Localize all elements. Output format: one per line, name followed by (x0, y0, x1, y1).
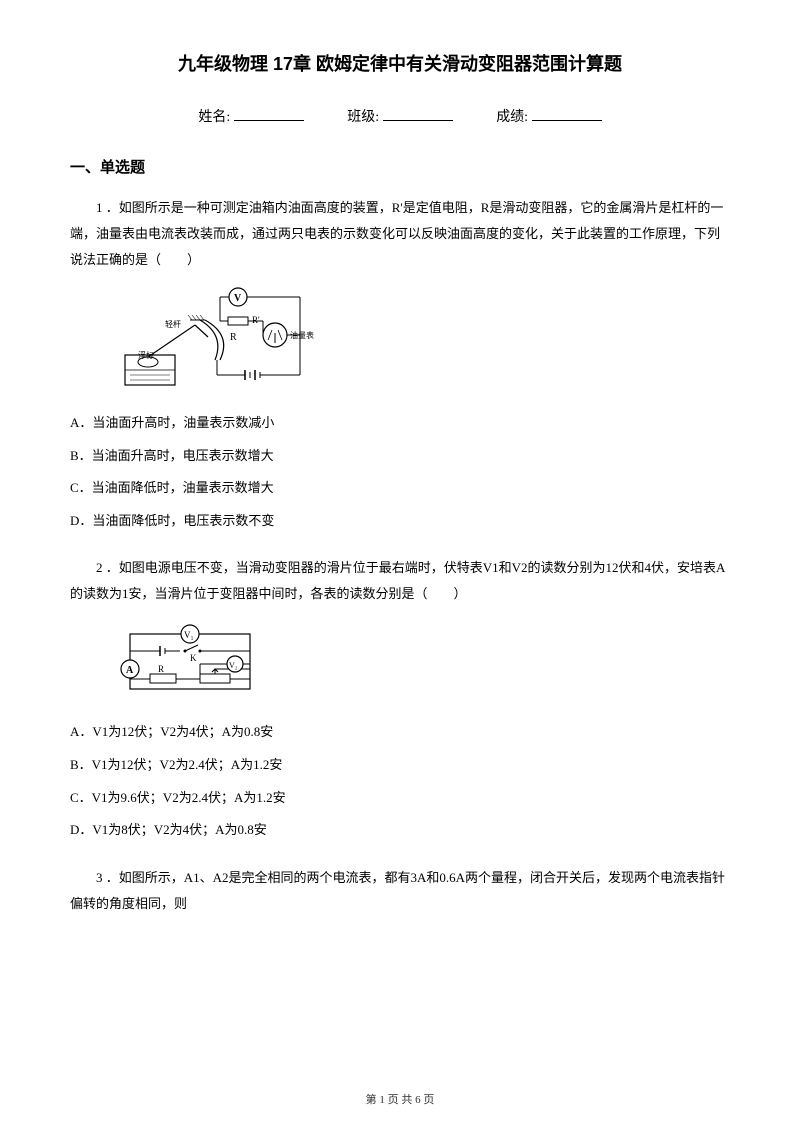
question-2-text: 2 ．如图电源电压不变，当滑动变阻器的滑片位于最右端时，伏特表V1和V2的读数分… (70, 555, 730, 607)
q2-option-c: C．V1为9.6伏；V2为2.4伏；A为1.2安 (70, 784, 730, 813)
question-2: 2 ．如图电源电压不变，当滑动变阻器的滑片位于最右端时，伏特表V1和V2的读数分… (70, 555, 730, 844)
question-1: 1 ．如图所示是一种可测定油箱内油面高度的装置，R'是定值电阻，R是滑动变阻器，… (70, 195, 730, 535)
question-1-options: A．当油面升高时，油量表示数减小 B．当油面升高时，电压表示数增大 C．当油面降… (70, 409, 730, 535)
class-blank (383, 120, 453, 121)
q2-option-b: B．V1为12伏；V2为2.4伏；A为1.2安 (70, 751, 730, 780)
question-3-text: 3 ．如图所示，A1、A2是完全相同的两个电流表，都有3A和0.6A两个量程，闭… (70, 865, 730, 917)
section-title: 一、单选题 (70, 156, 730, 177)
info-row: 姓名: 班级: 成绩: (70, 106, 730, 126)
v2-label: V₂ (229, 661, 238, 670)
score-label: 成绩: (496, 106, 528, 126)
name-blank (234, 120, 304, 121)
a-label: A (126, 665, 134, 676)
q2-option-d: D．V1为8伏；V2为4伏；A为0.8安 (70, 816, 730, 845)
q1-option-b: B．当油面升高时，电压表示数增大 (70, 442, 730, 471)
q1-option-a: A．当油面升高时，油量表示数减小 (70, 409, 730, 438)
v-label: V (234, 293, 242, 304)
k-label: K (190, 653, 197, 663)
r-label: R (230, 332, 237, 343)
q1-option-d: D．当油面降低时，电压表示数不变 (70, 507, 730, 536)
question-1-text: 1 ．如图所示是一种可测定油箱内油面高度的装置，R'是定值电阻，R是滑动变阻器，… (70, 195, 730, 273)
question-2-options: A．V1为12伏；V2为4伏；A为0.8安 B．V1为12伏；V2为2.4伏；A… (70, 718, 730, 844)
question-3: 3 ．如图所示，A1、A2是完全相同的两个电流表，都有3A和0.6A两个量程，闭… (70, 865, 730, 917)
question-1-figure: 浮标 轻杆 R' R V 油量表 (120, 285, 730, 395)
page-footer: 第 1 页 共 6 页 (0, 1091, 800, 1107)
page-title: 九年级物理 17章 欧姆定律中有关滑动变阻器范围计算题 (70, 50, 730, 76)
v1-label: V₁ (184, 630, 194, 640)
lever-label: 轻杆 (165, 319, 181, 329)
q2-option-a: A．V1为12伏；V2为4伏；A为0.8安 (70, 718, 730, 747)
name-label: 姓名: (198, 106, 230, 126)
question-2-figure: V₁ A K R (120, 619, 730, 704)
score-blank (532, 120, 602, 121)
r2-label: R (158, 664, 164, 674)
r-prime-label: R' (252, 315, 260, 325)
q1-option-c: C．当油面降低时，油量表示数增大 (70, 474, 730, 503)
class-label: 班级: (347, 106, 379, 126)
